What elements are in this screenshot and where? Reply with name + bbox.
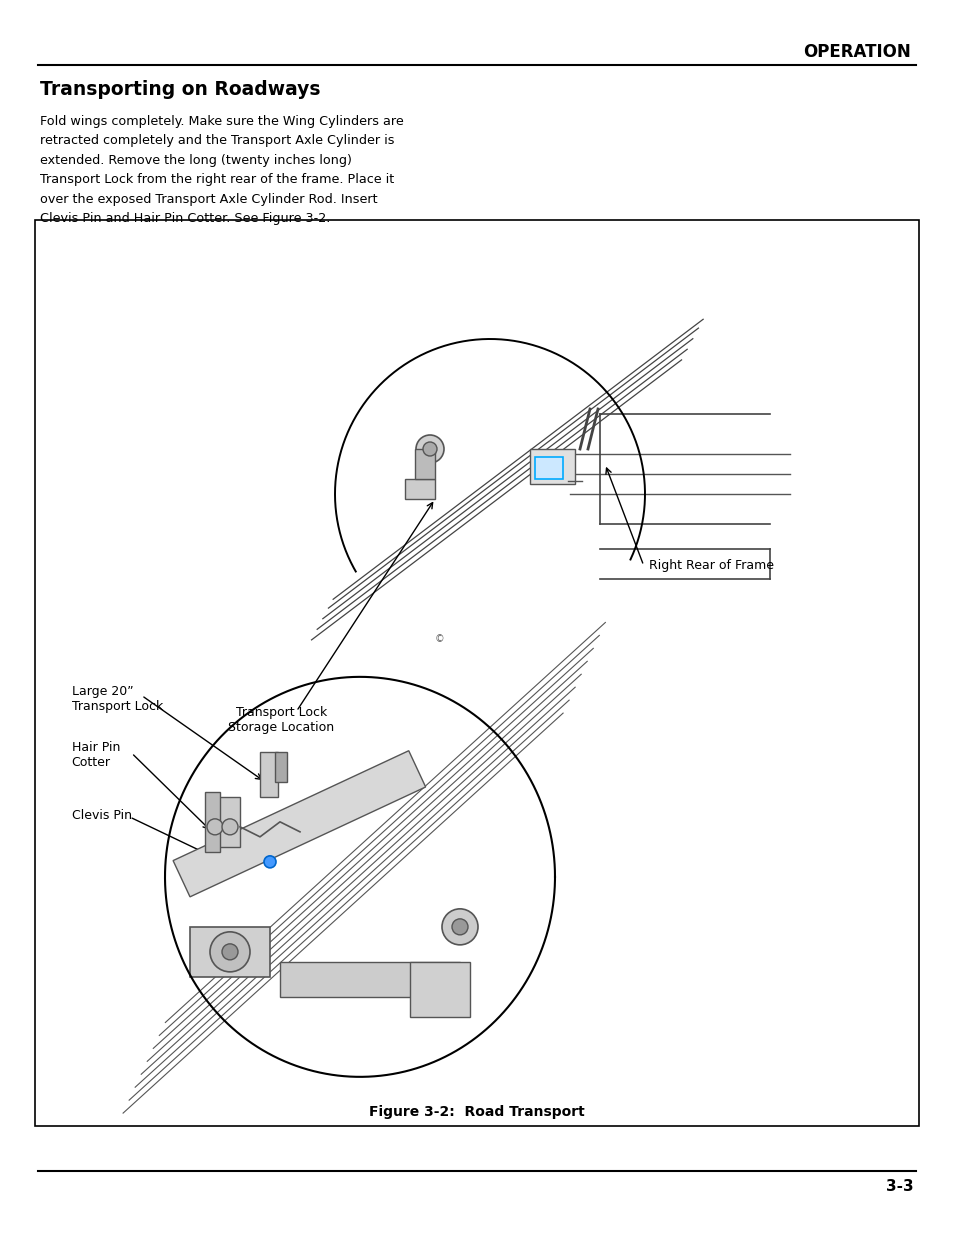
Text: extended. Remove the long (twenty inches long): extended. Remove the long (twenty inches… bbox=[40, 154, 352, 167]
Circle shape bbox=[222, 819, 237, 835]
Bar bbox=[260, 752, 277, 797]
Bar bbox=[214, 797, 240, 847]
Text: OPERATION: OPERATION bbox=[802, 43, 910, 62]
Text: Large 20”
Transport Lock: Large 20” Transport Lock bbox=[71, 685, 163, 714]
Bar bbox=[274, 752, 287, 782]
Circle shape bbox=[264, 856, 275, 868]
Text: Fold wings completely. Make sure the Wing Cylinders are: Fold wings completely. Make sure the Win… bbox=[40, 115, 403, 128]
Circle shape bbox=[222, 944, 237, 960]
Text: Figure 3-2:  Road Transport: Figure 3-2: Road Transport bbox=[369, 1105, 584, 1119]
Text: over the exposed Transport Axle Cylinder Rod. Insert: over the exposed Transport Axle Cylinder… bbox=[40, 193, 377, 206]
Text: Hair Pin
Cotter: Hair Pin Cotter bbox=[71, 741, 120, 769]
Bar bbox=[172, 751, 425, 897]
Text: 3-3: 3-3 bbox=[885, 1179, 913, 1194]
Bar bbox=[35, 220, 918, 1126]
Text: Transport Lock
Storage Location: Transport Lock Storage Location bbox=[228, 706, 335, 735]
Bar bbox=[280, 962, 459, 997]
Circle shape bbox=[452, 919, 468, 935]
Bar bbox=[205, 792, 220, 852]
Circle shape bbox=[210, 932, 250, 972]
Bar bbox=[535, 457, 562, 479]
Bar bbox=[405, 479, 435, 499]
Circle shape bbox=[416, 435, 443, 463]
Text: Clevis Pin: Clevis Pin bbox=[71, 809, 132, 823]
Text: Clevis Pin and Hair Pin Cotter. See Figure 3-2.: Clevis Pin and Hair Pin Cotter. See Figu… bbox=[40, 212, 330, 225]
Text: Right Rear of Frame: Right Rear of Frame bbox=[648, 559, 773, 572]
Bar bbox=[410, 962, 470, 1016]
Circle shape bbox=[441, 909, 477, 945]
Text: retracted completely and the Transport Axle Cylinder is: retracted completely and the Transport A… bbox=[40, 135, 395, 147]
Circle shape bbox=[207, 819, 223, 835]
Text: ©: © bbox=[435, 634, 444, 643]
Text: Transport Lock from the right rear of the frame. Place it: Transport Lock from the right rear of th… bbox=[40, 173, 394, 186]
Bar bbox=[530, 450, 575, 484]
Bar bbox=[415, 450, 435, 479]
Text: Transporting on Roadways: Transporting on Roadways bbox=[40, 80, 320, 99]
Circle shape bbox=[422, 442, 436, 456]
Bar bbox=[190, 926, 270, 977]
